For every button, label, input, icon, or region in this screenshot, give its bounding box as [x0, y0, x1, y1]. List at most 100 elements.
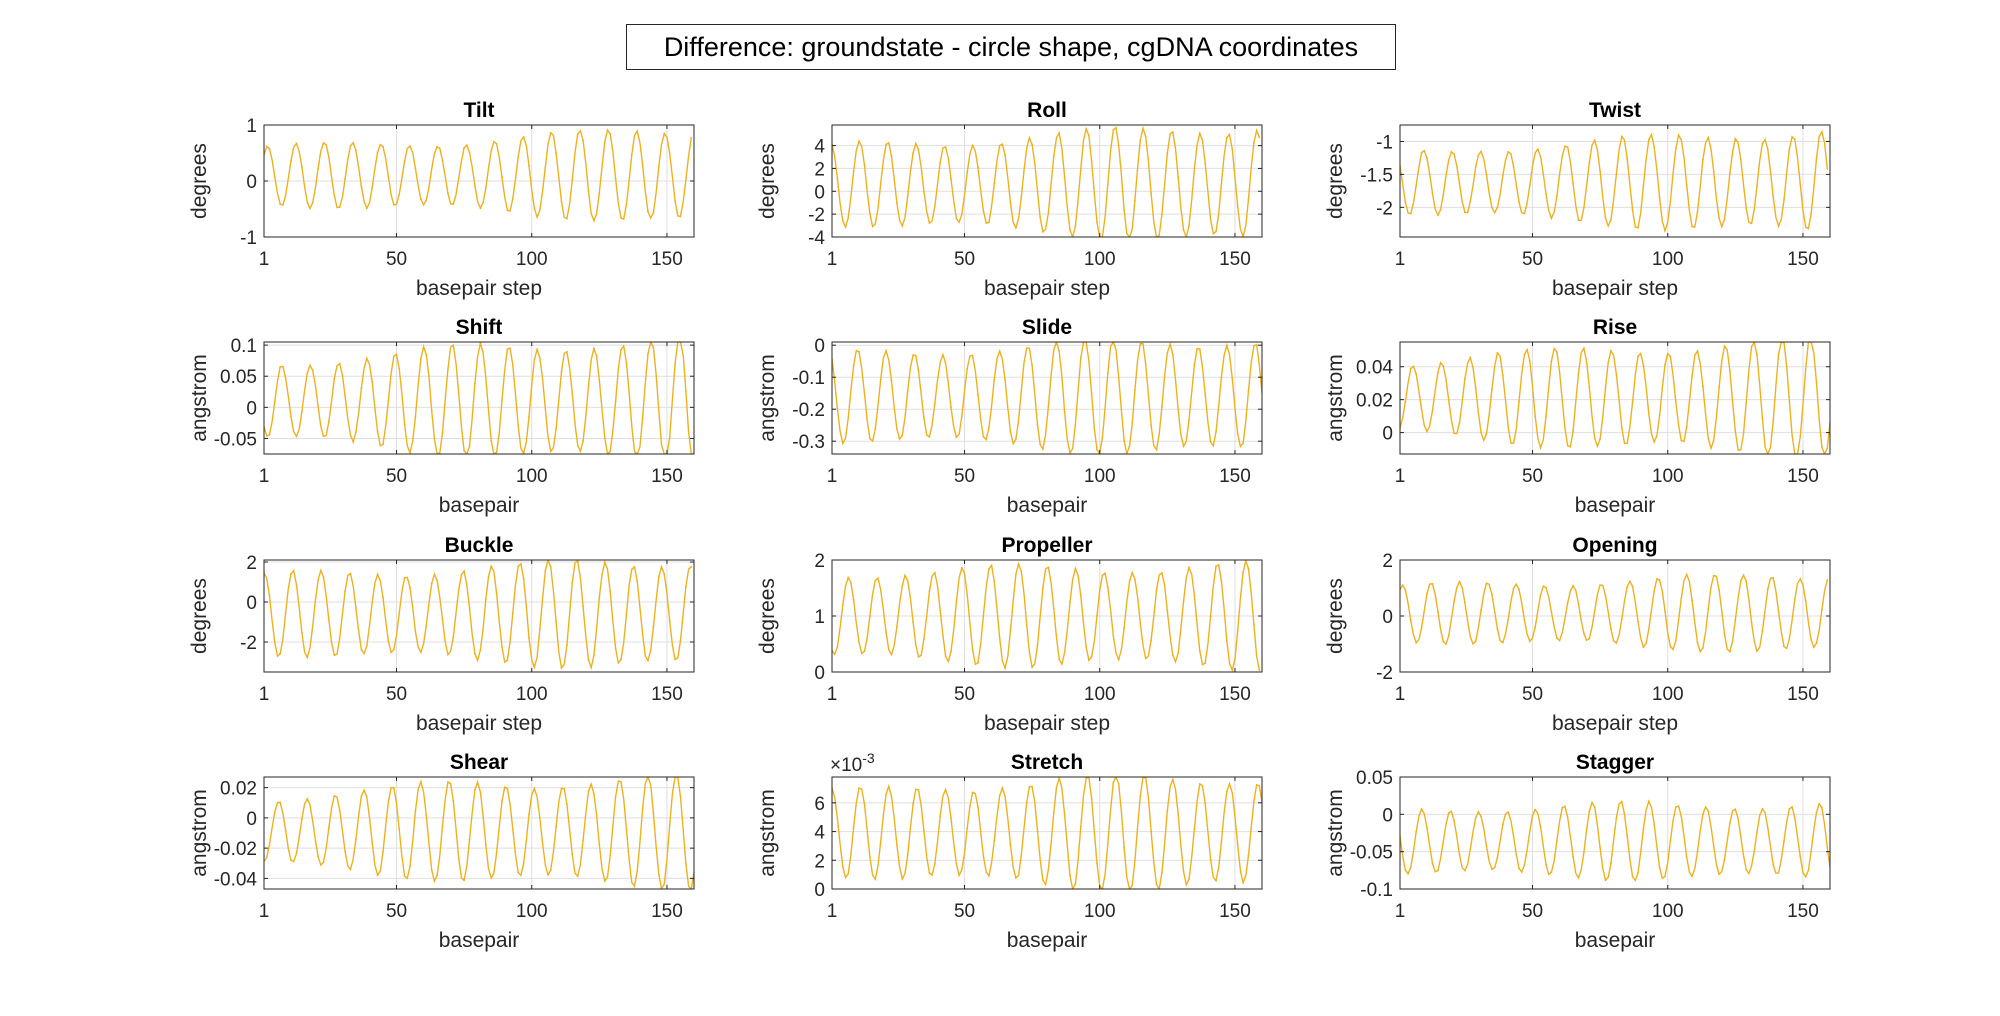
data-point [1047, 211, 1050, 214]
data-point [1658, 414, 1661, 417]
axes-background [264, 777, 694, 889]
data-point [1182, 229, 1185, 232]
data-point [901, 584, 904, 587]
data-point [1437, 214, 1439, 217]
data-point [1729, 172, 1731, 175]
data-point [441, 432, 444, 434]
data-point [1723, 633, 1726, 635]
data-point [544, 407, 547, 410]
data-point [1442, 840, 1445, 843]
x-tick-label: 1 [1395, 684, 1406, 705]
data-point [1171, 654, 1174, 657]
data-point [1604, 217, 1607, 220]
data-point [1653, 146, 1656, 149]
y-tick-label: 0 [246, 398, 257, 419]
data-point [1209, 218, 1212, 221]
data-point [858, 350, 860, 353]
x-tick-label: 100 [1652, 684, 1684, 705]
data-point [1117, 376, 1120, 379]
data-point [1031, 785, 1033, 788]
data-point [1647, 628, 1650, 631]
data-point [376, 430, 379, 433]
data-point [852, 170, 855, 173]
data-point [1085, 127, 1088, 130]
data-point [1426, 157, 1428, 160]
data-point [1496, 856, 1499, 859]
y-tick-label: 4 [814, 137, 825, 158]
data-point [944, 788, 947, 791]
data-point [349, 572, 352, 575]
y-tick-label: -0.02 [214, 839, 257, 860]
x-tick-label: 150 [651, 901, 683, 922]
data-point [912, 803, 914, 805]
data-point [598, 843, 601, 846]
data-point [685, 179, 687, 181]
data-point [1680, 138, 1683, 141]
data-point [566, 350, 568, 353]
data-point [1426, 430, 1428, 433]
data-point [463, 147, 465, 149]
data-point [279, 203, 282, 206]
data-point [1637, 620, 1639, 623]
y-tick-label: 0.1 [231, 336, 257, 357]
y-tick-label: 0 [246, 593, 257, 614]
data-point [533, 666, 536, 669]
data-point [636, 580, 639, 582]
y-tick-label: -0.1 [1360, 880, 1393, 901]
data-point [398, 828, 401, 831]
data-point [463, 449, 465, 452]
data-point [603, 561, 606, 564]
data-point [933, 205, 936, 208]
data-point [869, 856, 871, 858]
data-point [950, 650, 952, 653]
subplot-title: Stagger [1576, 751, 1654, 774]
data-point [436, 579, 438, 582]
data-point [1015, 226, 1017, 229]
axes-background [832, 777, 1262, 889]
y-tick-label: 0 [814, 336, 825, 357]
data-point [1658, 197, 1661, 199]
data-point [1702, 385, 1704, 388]
data-point [1079, 594, 1082, 597]
data-point [1734, 808, 1737, 811]
data-point [1058, 777, 1061, 779]
x-tick-label: 100 [1084, 684, 1116, 705]
data-point [1691, 599, 1693, 602]
data-point [1015, 438, 1017, 440]
axes-box [1399, 776, 1831, 890]
data-point [1821, 608, 1823, 611]
x-tick-label: 1 [1395, 249, 1406, 270]
data-point [1604, 594, 1607, 597]
data-point [641, 808, 644, 810]
data-point [425, 199, 428, 202]
data-point [1442, 640, 1445, 643]
data-point [582, 839, 584, 842]
data-point [988, 568, 990, 570]
x-axis-label: basepair [439, 494, 520, 517]
data-point [593, 792, 595, 795]
data-point [474, 382, 476, 385]
data-point [284, 829, 287, 831]
data-point [1090, 797, 1093, 799]
data-point [338, 206, 341, 209]
data-point [1702, 647, 1704, 649]
data-point [398, 193, 401, 196]
data-point [1810, 638, 1812, 641]
data-point [858, 641, 860, 643]
data-point [1063, 175, 1066, 178]
subplot-title: Twist [1589, 99, 1641, 122]
x-tick-label: 150 [1219, 249, 1251, 270]
data-point [928, 590, 931, 593]
data-point [906, 854, 909, 856]
data-point [371, 186, 374, 189]
data-point [890, 795, 893, 798]
data-point [636, 870, 639, 873]
data-point [906, 579, 909, 582]
data-point [1620, 426, 1623, 429]
data-point [1615, 642, 1618, 644]
data-point [1458, 182, 1461, 185]
data-point [1155, 448, 1158, 451]
